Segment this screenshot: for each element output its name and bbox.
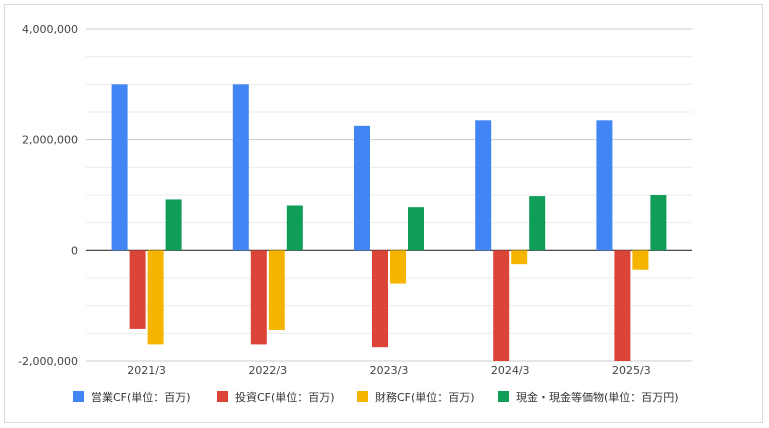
bar-series xyxy=(111,84,667,361)
gridlines xyxy=(86,28,692,362)
x-tick-label: 2024/3 xyxy=(491,364,530,377)
bar-2021-3-series-2 xyxy=(147,250,164,345)
bar-2022-3-series-3 xyxy=(286,205,303,251)
x-axis-tick-labels: 2021/3 2022/3 2023/3 2024/3 2025/3 xyxy=(127,364,651,377)
bar-2023-3-series-3 xyxy=(408,207,424,251)
legend-label: 現金・現金等価物(単位：百万円) xyxy=(516,390,679,404)
bar-2025-3-series-0 xyxy=(596,120,613,251)
bar-2025-3-series-2 xyxy=(632,250,649,270)
legend-swatch xyxy=(357,391,368,402)
bar-2025-3-series-3 xyxy=(650,195,667,251)
y-tick-label: 0 xyxy=(71,244,78,257)
bar-2023-3-series-2 xyxy=(390,250,406,284)
bar-2024-3-series-2 xyxy=(511,250,528,265)
bar-2022-3-series-0 xyxy=(232,84,249,251)
x-tick-label: 2025/3 xyxy=(612,364,651,377)
legend-label: 投資CF(単位：百万) xyxy=(235,390,335,404)
legend-label: 財務CF(単位：百万) xyxy=(375,390,475,404)
y-tick-label: 4,000,000 xyxy=(22,23,78,36)
y-tick-label: 2,000,000 xyxy=(22,134,78,147)
legend-swatch xyxy=(73,391,84,402)
x-tick-label: 2021/3 xyxy=(127,364,166,377)
y-axis-tick-labels: 4,000,000 2,000,000 0 -2,000,000 xyxy=(18,23,78,368)
bar-2023-3-series-0 xyxy=(354,125,370,251)
bar-2024-3-series-0 xyxy=(475,120,492,251)
legend: 営業CF(単位：百万) 投資CF(単位：百万) 財務CF(単位：百万) 現金・現金等価… xyxy=(73,390,679,404)
legend-swatch xyxy=(498,391,509,402)
bar-2021-3-series-0 xyxy=(111,84,128,251)
bar-2023-3-series-1 xyxy=(372,250,388,348)
bar-2022-3-series-1 xyxy=(250,250,267,345)
y-tick-label: -2,000,000 xyxy=(18,355,78,368)
bar-2025-3-series-1 xyxy=(614,250,631,361)
legend-swatch xyxy=(217,391,228,402)
bar-2024-3-series-3 xyxy=(529,196,546,251)
x-tick-label: 2023/3 xyxy=(370,364,409,377)
chart-frame xyxy=(4,4,763,423)
bar-2024-3-series-1 xyxy=(493,250,510,361)
legend-label: 営業CF(単位：百万) xyxy=(91,390,191,404)
x-tick-label: 2022/3 xyxy=(248,364,287,377)
bar-2022-3-series-2 xyxy=(268,250,285,331)
bar-2021-3-series-1 xyxy=(129,250,146,329)
bar-2021-3-series-3 xyxy=(165,199,182,251)
